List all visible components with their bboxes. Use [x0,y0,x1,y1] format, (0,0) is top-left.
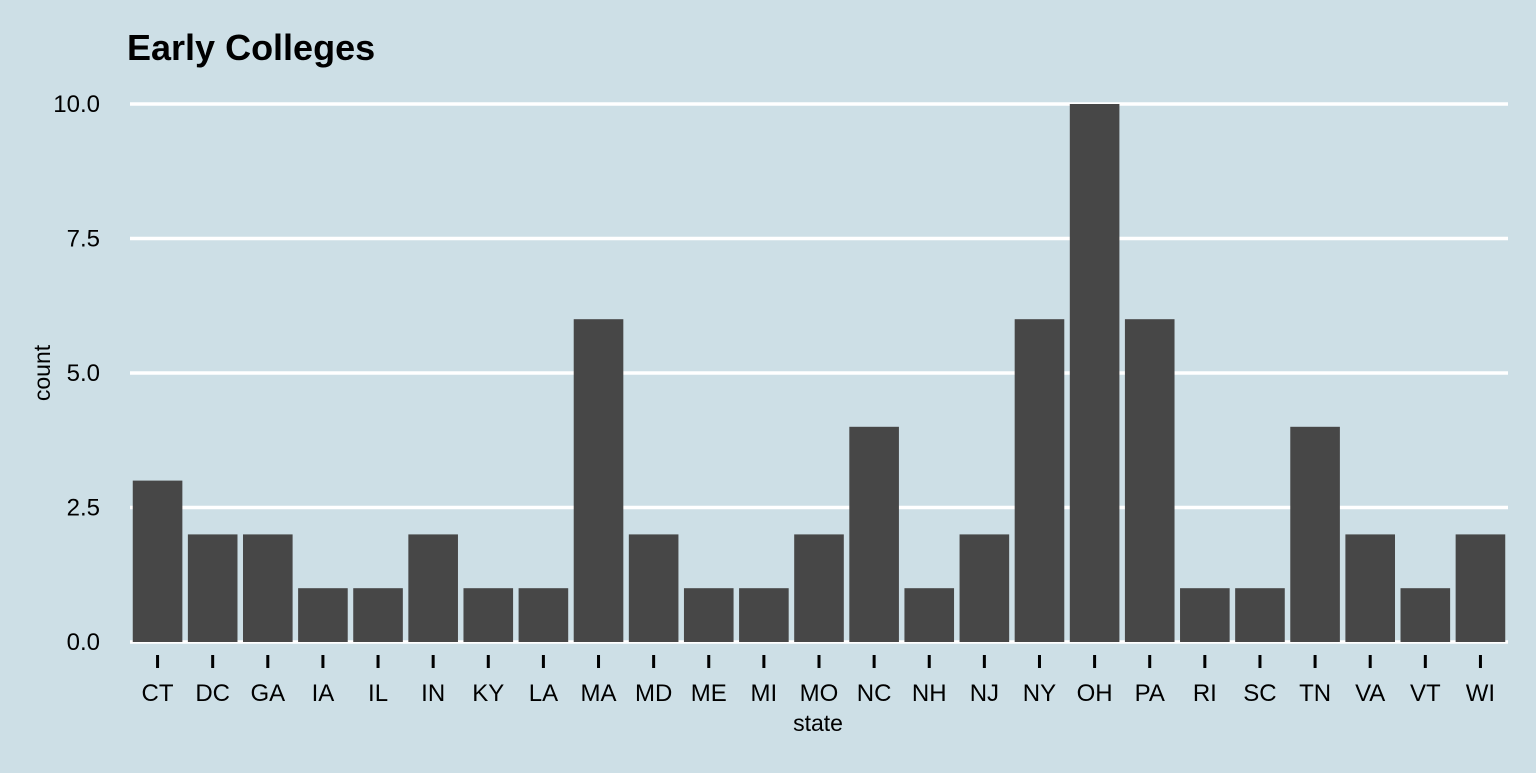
x-tick-label: IL [368,680,388,707]
x-tick-label: SC [1243,680,1276,707]
y-axis-tick-labels: 0.0 2.5 5.0 7.5 10.0 [53,91,100,656]
x-tick-label: PA [1135,680,1165,707]
x-tick-label: NC [857,680,892,707]
x-tick-label: WI [1466,680,1495,707]
y-tick-label: 2.5 [67,495,100,522]
bar-ri [1180,588,1230,642]
x-tick-label: ME [691,680,727,707]
x-tick-label: RI [1193,680,1217,707]
x-tick-label: VT [1410,680,1441,707]
x-tick-label: MO [800,680,839,707]
bar-va [1345,534,1396,642]
bar-ct [132,480,183,642]
bar-ga [242,534,293,642]
bar-la [518,588,569,642]
bar-ma [573,319,624,642]
x-tick-label: NY [1023,680,1056,707]
bar-wi [1455,534,1506,642]
bar-nh [904,588,955,642]
bar-pa [1124,319,1175,642]
x-axis-title: state [793,710,843,736]
x-tick-label: MD [635,680,672,707]
bar-oh [1069,104,1120,642]
bar-nc [849,426,899,642]
y-axis-title: count [29,344,55,401]
bar-me [683,588,734,642]
bar-il [353,588,403,642]
bars [132,104,1506,642]
x-axis-ticks: CT DC GA IA IL IN KY LA MA MD ME MI MO NC NH NJ NY OH PA RI… [142,655,1495,707]
bar-mi [739,588,789,642]
bar-ny [1014,319,1065,642]
y-tick-label: 5.0 [67,360,100,387]
x-tick-label: DC [195,680,230,707]
x-tick-label: TN [1299,680,1331,707]
x-tick-label: GA [250,680,285,707]
x-tick-label: VA [1355,680,1385,707]
bar-md [628,534,679,642]
bar-sc [1235,588,1285,642]
y-tick-label: 7.5 [67,226,100,253]
x-tick-label: MI [751,680,778,707]
x-tick-label: CT [142,680,174,707]
bar-mo [794,534,844,642]
x-tick-label: LA [529,680,558,707]
x-tick-label: IA [312,680,335,707]
bar-ky [463,588,514,642]
bar-in [408,534,458,642]
y-tick-label: 0.0 [67,629,100,656]
x-tick-label: NJ [970,680,999,707]
x-tick-label: OH [1077,680,1113,707]
x-tick-label: MA [581,680,617,707]
chart-title: Early Colleges [127,27,375,68]
x-tick-label: KY [472,680,504,707]
bar-vt [1400,588,1451,642]
bar-dc [187,534,238,642]
x-tick-label: NH [912,680,947,707]
y-tick-label: 10.0 [53,91,100,118]
bar-ia [298,588,348,642]
bar-nj [959,534,1010,642]
x-tick-label: IN [421,680,445,707]
bar-tn [1290,426,1340,642]
